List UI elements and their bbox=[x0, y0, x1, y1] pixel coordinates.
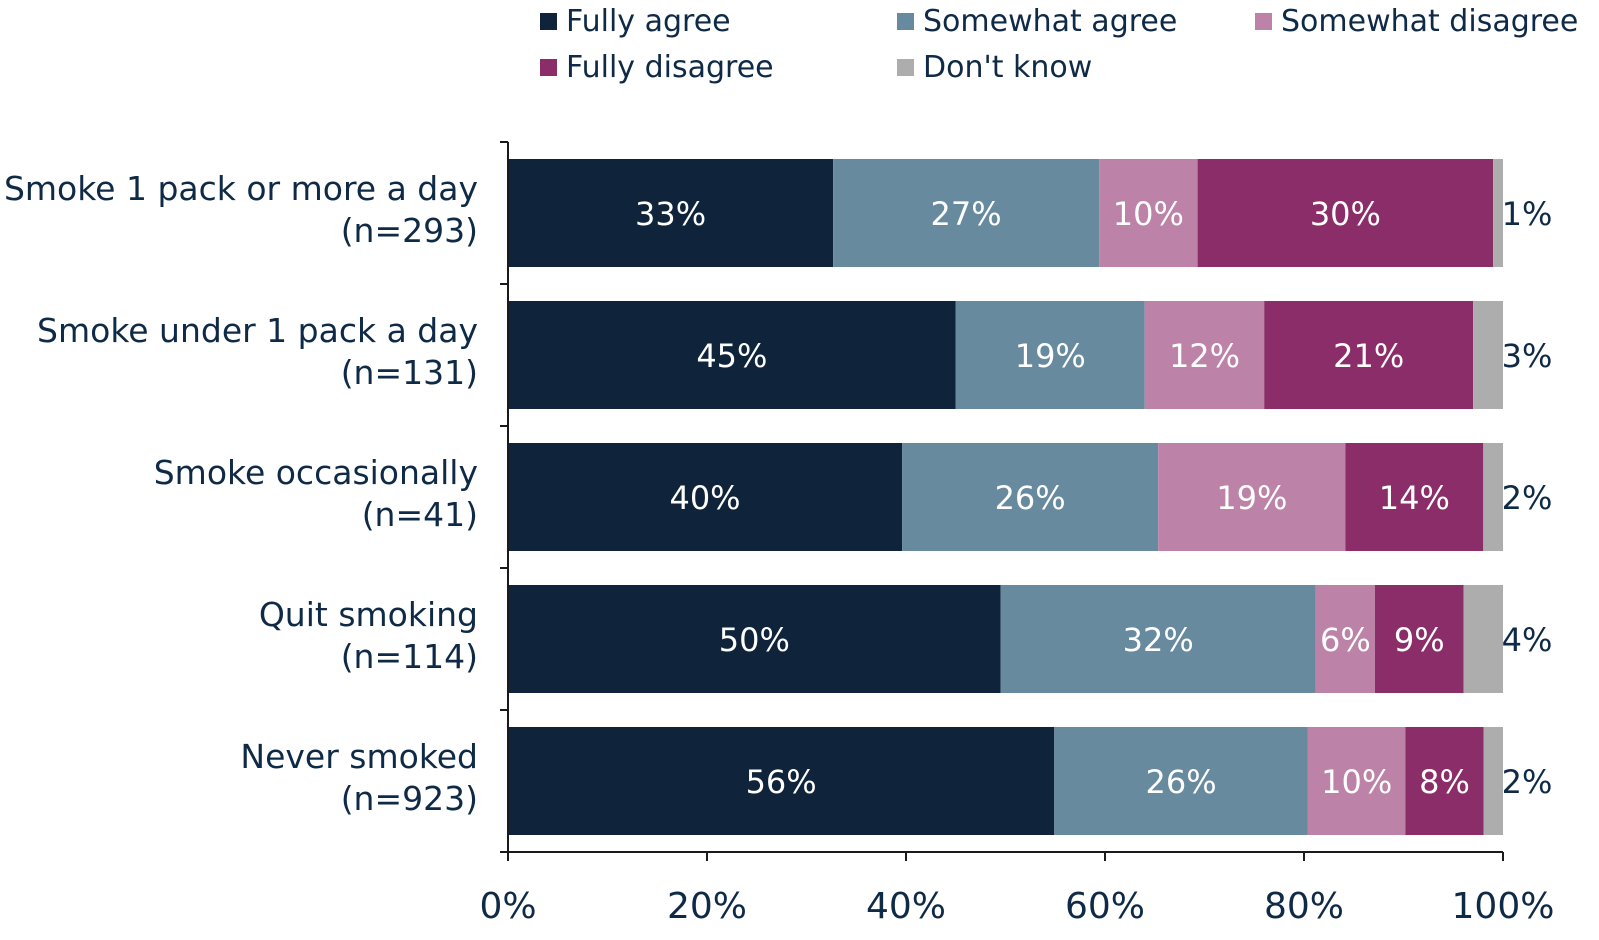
legend-label: Fully disagree bbox=[566, 50, 774, 85]
bar-segment bbox=[1483, 727, 1503, 835]
bar-segment bbox=[1405, 727, 1484, 835]
category-sample-size: (n=293) bbox=[340, 211, 478, 250]
data-label: 21% bbox=[1333, 337, 1404, 375]
bar-segment bbox=[1307, 727, 1406, 835]
x-tick-label: 100% bbox=[1452, 886, 1555, 927]
bar-segment bbox=[1345, 443, 1484, 551]
category-label: Smoke occasionally (n=41) bbox=[154, 452, 478, 536]
legend-item: Fully agree bbox=[540, 4, 731, 39]
data-label: 40% bbox=[669, 479, 740, 517]
legend-swatch bbox=[540, 13, 557, 30]
data-label: 6% bbox=[1320, 621, 1371, 659]
legend-swatch bbox=[540, 59, 557, 76]
data-label: 10% bbox=[1321, 763, 1392, 801]
category-name: Smoke 1 pack or more a day bbox=[3, 169, 478, 208]
category-label: Never smoked (n=923) bbox=[240, 736, 478, 820]
category-sample-size: (n=131) bbox=[340, 353, 478, 392]
legend-label: Somewhat disagree bbox=[1281, 4, 1579, 39]
legend: Fully agree Somewhat agree Somewhat disagr… bbox=[540, 4, 1590, 94]
legend-item: Somewhat disagree bbox=[1255, 4, 1578, 39]
data-label: 27% bbox=[931, 195, 1002, 233]
bar-segment bbox=[508, 443, 903, 551]
data-label: 2% bbox=[1502, 763, 1553, 801]
category-label: Quit smoking (n=114) bbox=[259, 594, 478, 678]
bar-segment bbox=[902, 443, 1159, 551]
bar-segment bbox=[508, 159, 834, 267]
bar-segment bbox=[1374, 585, 1464, 693]
bar-segment bbox=[1493, 159, 1503, 267]
data-label: 1% bbox=[1502, 195, 1553, 233]
x-tick-label: 60% bbox=[1065, 886, 1145, 927]
legend-item: Don't know bbox=[897, 50, 1092, 85]
data-label: 8% bbox=[1419, 763, 1470, 801]
legend-label: Fully agree bbox=[566, 4, 731, 39]
data-label: 19% bbox=[1015, 337, 1086, 375]
data-label: 32% bbox=[1123, 621, 1194, 659]
bar-segment bbox=[1158, 443, 1346, 551]
bar-segment bbox=[508, 727, 1055, 835]
category-label: Smoke 1 pack or more a day (n=293) bbox=[4, 168, 478, 252]
category-sample-size: (n=923) bbox=[340, 779, 478, 818]
category-name: Never smoked bbox=[240, 737, 478, 776]
category-sample-size: (n=41) bbox=[361, 495, 478, 534]
x-tick-label: 80% bbox=[1264, 886, 1344, 927]
x-tick-label: 20% bbox=[667, 886, 747, 927]
bar-segment bbox=[508, 585, 1001, 693]
bar-segment bbox=[1473, 301, 1503, 409]
bar-segment bbox=[1000, 585, 1316, 693]
data-label: 4% bbox=[1502, 621, 1553, 659]
category-sample-size: (n=114) bbox=[340, 637, 478, 676]
legend-label: Somewhat agree bbox=[923, 4, 1178, 39]
x-tick-label: 0% bbox=[479, 886, 536, 927]
bar-segment bbox=[1054, 727, 1308, 835]
category-name: Quit smoking bbox=[258, 595, 478, 634]
legend-item: Somewhat agree bbox=[897, 4, 1177, 39]
legend-swatch bbox=[897, 13, 914, 30]
legend-label: Don't know bbox=[923, 50, 1093, 85]
bar-segment bbox=[1264, 301, 1474, 409]
data-label: 10% bbox=[1113, 195, 1184, 233]
legend-swatch bbox=[897, 59, 914, 76]
data-label: 9% bbox=[1394, 621, 1445, 659]
bar-segment bbox=[1099, 159, 1198, 267]
data-label: 14% bbox=[1379, 479, 1450, 517]
category-name: Smoke occasionally bbox=[153, 453, 478, 492]
bar-segment bbox=[1144, 301, 1265, 409]
bar-segment bbox=[1197, 159, 1494, 267]
bar-segment bbox=[1463, 585, 1503, 693]
data-label: 19% bbox=[1216, 479, 1287, 517]
data-label: 12% bbox=[1169, 337, 1240, 375]
data-label: 33% bbox=[635, 195, 706, 233]
bar-segment bbox=[1483, 443, 1503, 551]
category-name: Smoke under 1 pack a day bbox=[37, 311, 478, 350]
legend-item: Fully disagree bbox=[540, 50, 774, 85]
data-label: 26% bbox=[995, 479, 1066, 517]
data-label: 30% bbox=[1310, 195, 1381, 233]
data-label: 50% bbox=[719, 621, 790, 659]
legend-swatch bbox=[1255, 13, 1272, 30]
data-label: 3% bbox=[1502, 337, 1553, 375]
data-label: 2% bbox=[1502, 479, 1553, 517]
bar-segment bbox=[833, 159, 1100, 267]
data-label: 45% bbox=[696, 337, 767, 375]
bar-segment bbox=[508, 301, 956, 409]
category-label: Smoke under 1 pack a day (n=131) bbox=[37, 310, 478, 394]
bar-segment bbox=[1315, 585, 1375, 693]
x-tick-label: 40% bbox=[866, 886, 946, 927]
bar-segment bbox=[955, 301, 1145, 409]
data-label: 26% bbox=[1146, 763, 1217, 801]
data-label: 56% bbox=[746, 763, 817, 801]
